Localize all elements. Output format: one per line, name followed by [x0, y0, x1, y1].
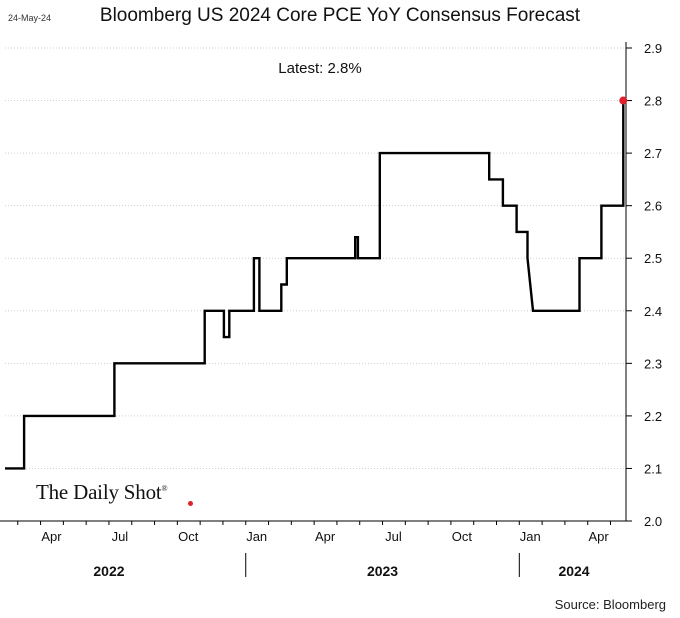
year-label: 2024 — [558, 563, 589, 579]
tick-labels: 2.0 2.1 2.2 2.3 2.4 2.5 2.6 2.7 2.8 2.9 Apr Jul Oct J… — [41, 41, 662, 579]
y-tick-label: 2.6 — [644, 199, 662, 214]
x-tick-label: Jul — [385, 529, 402, 544]
x-tick-label: Apr — [41, 529, 62, 544]
date-stamp: 24-May-24 — [8, 13, 52, 23]
series-line — [5, 100, 625, 470]
y-tick-label: 2.5 — [644, 251, 662, 266]
series — [5, 96, 628, 470]
latest-point-marker — [619, 96, 628, 105]
y-tick-label: 2.8 — [644, 94, 662, 109]
chart-title: Bloomberg US 2024 Core PCE YoY Consensus… — [99, 5, 581, 26]
x-tick-label: Apr — [315, 529, 336, 544]
x-tick-label: Apr — [589, 529, 610, 544]
latest-value-label: Latest: 2.8% — [278, 60, 362, 77]
year-label: 2022 — [93, 563, 124, 579]
x-tick-label: Jul — [112, 529, 129, 544]
x-tick-label: Jan — [520, 529, 541, 544]
x-tick-label: Oct — [452, 529, 473, 544]
y-tick-label: 2.2 — [644, 409, 662, 424]
x-tick-label: Oct — [178, 529, 199, 544]
y-tick-label: 2.3 — [644, 356, 662, 371]
logo-red-dot — [188, 501, 193, 506]
y-tick-label: 2.4 — [644, 304, 662, 319]
year-label: 2023 — [367, 563, 398, 579]
y-tick-label: 2.7 — [644, 146, 662, 161]
y-tick-label: 2.1 — [644, 461, 662, 476]
axes — [0, 42, 632, 577]
x-tick-label: Jan — [246, 529, 267, 544]
daily-shot-logo: The Daily Shot® — [36, 480, 168, 504]
y-tick-label: 2.9 — [644, 41, 662, 56]
source-note: Source: Bloomberg — [554, 597, 666, 612]
y-tick-label: 2.0 — [644, 514, 662, 529]
